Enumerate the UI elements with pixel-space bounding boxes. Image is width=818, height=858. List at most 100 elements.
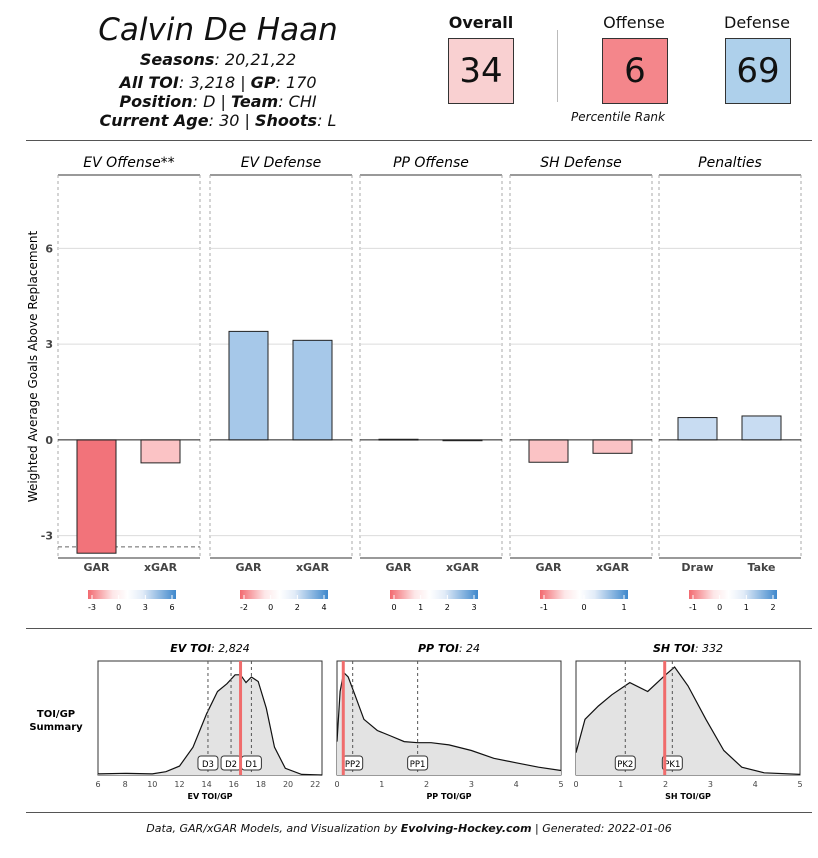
legend-tick-label: 4 xyxy=(321,603,326,612)
x-tick-label: GAR xyxy=(235,561,262,574)
rank-divider xyxy=(557,30,558,102)
x-tick-label: GAR xyxy=(385,561,412,574)
footer-site-link: Evolving-Hockey.com xyxy=(400,822,532,835)
toi-x-tick-label: 6 xyxy=(95,780,100,789)
legend-tick-label: 1 xyxy=(621,603,626,612)
gp-label: GP xyxy=(250,73,276,92)
color-legend-bar xyxy=(240,590,328,599)
shoots-label: Shoots xyxy=(255,111,318,130)
toi-x-tick-label: 4 xyxy=(753,780,758,789)
toi-x-tick-label: 14 xyxy=(202,780,212,789)
legend-tick-label: -1 xyxy=(689,603,697,612)
toi-x-tick-label: 5 xyxy=(797,780,802,789)
panel-title: SH Defense xyxy=(540,155,622,171)
x-tick-label: xGAR xyxy=(296,561,330,574)
y-tick-label: 3 xyxy=(45,338,53,351)
x-tick-label: xGAR xyxy=(596,561,630,574)
panel-title: EV Offense** xyxy=(83,155,174,171)
toi-title-bold: SH TOI xyxy=(653,642,695,655)
overall-rank-box: 34 xyxy=(448,38,514,104)
bar-xgar xyxy=(292,339,333,441)
toi-x-tick-label: 0 xyxy=(334,780,339,789)
divider-middle xyxy=(26,628,812,629)
y-axis-label: Weighted Average Goals Above Replacement xyxy=(26,231,40,503)
toi-x-tick-label: 5 xyxy=(558,780,563,789)
bar-gar xyxy=(528,439,569,463)
density-line xyxy=(336,671,562,772)
divider-bottom xyxy=(26,812,812,813)
legend-tick-label: 0 xyxy=(717,603,722,612)
toi-title-bold: EV TOI xyxy=(170,642,211,655)
color-legend-bar xyxy=(540,590,628,599)
legend-tick-label: 3 xyxy=(143,603,148,612)
y-tick-label: -3 xyxy=(41,530,53,543)
legend-tick-label: 2 xyxy=(295,603,300,612)
toi-side-label: Summary xyxy=(29,722,83,733)
footer-suffix: | Generated: 2022-01-06 xyxy=(531,822,672,835)
toi-panel-title: PP TOI: 24 xyxy=(418,642,480,655)
color-legend-bar xyxy=(689,590,777,599)
legend-tick-label: 1 xyxy=(744,603,749,612)
legend-tick-label: 3 xyxy=(471,603,476,612)
toi-line: All TOI: 3,218 | GP: 170 xyxy=(119,73,316,92)
legend-tick-label: 0 xyxy=(581,603,586,612)
panel-title: PP Offense xyxy=(393,155,469,171)
line-tier-badge xyxy=(661,755,683,771)
x-tick-label: GAR xyxy=(535,561,562,574)
panel-title: EV Defense xyxy=(241,155,322,171)
legend-tick-label: 0 xyxy=(268,603,273,612)
footer-prefix: Data, GAR/xGAR Models, and Visualization… xyxy=(146,822,401,835)
toi-x-tick-label: 3 xyxy=(469,780,474,789)
density-area xyxy=(98,674,322,775)
legend-tick-label: 1 xyxy=(418,603,423,612)
legend-tick-label: -1 xyxy=(540,603,548,612)
density-line xyxy=(575,666,801,775)
shoots-value: : L xyxy=(317,111,337,130)
toi-side-label: TOI/GP xyxy=(37,709,75,720)
legend-tick-label: 6 xyxy=(169,603,174,612)
legend-tick-label: 0 xyxy=(116,603,121,612)
toi-x-tick-label: 16 xyxy=(229,780,239,789)
x-tick-label: GAR xyxy=(83,561,110,574)
age-line: Current Age: 30 | Shoots: L xyxy=(100,111,337,130)
bar-gar xyxy=(76,439,117,554)
toi-x-tick-label: 0 xyxy=(573,780,578,789)
toi-x-tick-label: 1 xyxy=(618,780,623,789)
line-tier-badge xyxy=(407,755,429,771)
bar-xgar xyxy=(592,439,633,454)
seasons-value: : 20,21,22 xyxy=(214,50,297,69)
x-tick-label: Take xyxy=(748,561,776,574)
position-line: Position: D | Team: CHI xyxy=(119,92,316,111)
toi-x-tick-label: 10 xyxy=(147,780,157,789)
legend-tick-label: 2 xyxy=(770,603,775,612)
line-tier-label: PK2 xyxy=(617,760,633,770)
line-tier-badge xyxy=(197,755,219,771)
toi-x-tick-label: 2 xyxy=(424,780,429,789)
toi-panel-title: EV TOI: 2,824 xyxy=(170,642,250,655)
bar-take xyxy=(741,415,782,441)
footer-credit: Data, GAR/xGAR Models, and Visualization… xyxy=(0,822,818,835)
toi-label: All TOI xyxy=(119,73,179,92)
line-tier-label: D1 xyxy=(245,760,257,770)
defense-label: Defense xyxy=(724,13,790,32)
line-tier-label: PP2 xyxy=(345,760,361,770)
toi-x-axis-label: PP TOI/GP xyxy=(426,792,471,801)
x-tick-label: Draw xyxy=(681,561,713,574)
toi-x-tick-label: 8 xyxy=(123,780,128,789)
line-tier-label: D2 xyxy=(225,760,237,770)
toi-x-tick-label: 3 xyxy=(708,780,713,789)
legend-tick-label: -3 xyxy=(88,603,96,612)
bar-gar xyxy=(228,330,269,441)
divider-top xyxy=(26,140,812,141)
line-tier-label: PP1 xyxy=(410,760,426,770)
toi-x-tick-label: 22 xyxy=(310,780,320,789)
x-tick-label: xGAR xyxy=(446,561,480,574)
toi-x-tick-label: 4 xyxy=(514,780,519,789)
color-legend-bar xyxy=(390,590,478,599)
panel-title: Penalties xyxy=(698,155,762,171)
age-label: Current Age xyxy=(99,111,209,130)
line-tier-label: D3 xyxy=(202,760,214,770)
toi-x-tick-label: 2 xyxy=(663,780,668,789)
percentile-caption: Percentile Rank xyxy=(571,110,665,124)
